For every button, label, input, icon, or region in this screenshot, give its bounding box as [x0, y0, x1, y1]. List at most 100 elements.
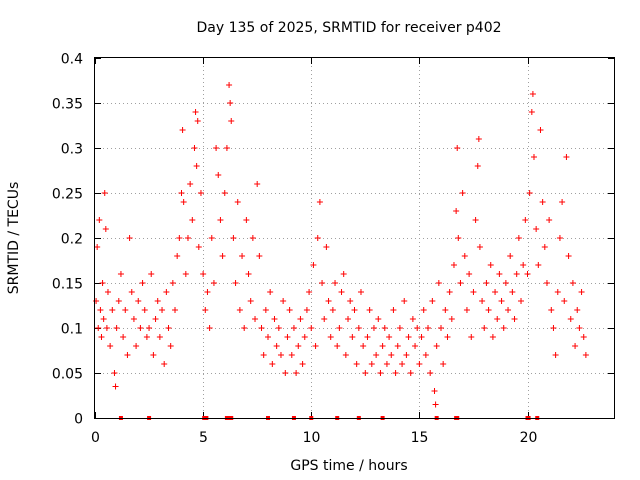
data-point: [124, 352, 131, 358]
data-point: [459, 190, 466, 196]
data-point: [472, 217, 479, 223]
data-point: [565, 253, 572, 259]
data-point: [431, 388, 438, 394]
data-point: [450, 262, 457, 268]
data-point: [574, 307, 581, 313]
data-point: [580, 334, 587, 340]
data-point: [470, 289, 477, 295]
data-point: [487, 262, 494, 268]
data-point: [446, 289, 453, 295]
data-point: [524, 271, 531, 277]
data-point: [336, 325, 343, 331]
data-point: [258, 325, 265, 331]
data-point: [347, 298, 354, 304]
data-point: [180, 199, 187, 205]
data-point: [262, 307, 269, 313]
data-point: [172, 307, 179, 313]
data-point: [314, 235, 321, 241]
data-point: [254, 181, 261, 187]
data-point: [310, 262, 317, 268]
data-point: [192, 109, 199, 115]
data-point: [191, 145, 198, 151]
data-point: [567, 316, 574, 322]
data-point: [226, 82, 233, 88]
data-point: [221, 190, 228, 196]
data-point: [204, 289, 211, 295]
data-point: [176, 235, 183, 241]
data-point: [236, 307, 243, 313]
data-point: [174, 253, 181, 259]
data-point: [104, 289, 111, 295]
data-point: [329, 307, 336, 313]
data-point: [479, 298, 486, 304]
data-point: [187, 181, 194, 187]
data-point: [420, 307, 427, 313]
data-point: [286, 307, 293, 313]
data-point: [227, 100, 234, 106]
data-point: [135, 298, 142, 304]
data-point: [474, 163, 481, 169]
data-point: [130, 316, 137, 322]
data-point: [101, 190, 108, 196]
data-point: [115, 298, 122, 304]
data-point: [561, 298, 568, 304]
data-point: [548, 307, 555, 313]
data-point: [234, 199, 241, 205]
x-tick-label: 20: [520, 430, 538, 446]
data-point: [126, 235, 133, 241]
data-point: [409, 316, 416, 322]
data-point: [165, 325, 172, 331]
data-point: [184, 235, 191, 241]
data-point: [526, 190, 533, 196]
data-point: [146, 325, 153, 331]
data-point: [290, 325, 297, 331]
data-point: [528, 109, 535, 115]
data-point: [403, 352, 410, 358]
data-point: [455, 235, 462, 241]
data-point: [148, 271, 155, 277]
data-point: [582, 352, 589, 358]
data-point: [362, 370, 369, 376]
data-point: [457, 280, 464, 286]
data-point: [461, 253, 468, 259]
data-point: [94, 244, 101, 250]
data-point: [520, 262, 527, 268]
data-point: [195, 244, 202, 250]
data-point: [282, 370, 289, 376]
grid-layer: [95, 58, 614, 418]
data-point: [433, 343, 440, 349]
data-point: [440, 361, 447, 367]
data-point: [243, 217, 250, 223]
tick-layer: 0 0.05 0.1 0.15 0.2 0.25 0.3 0.35 0.4 0 5 10 15 20: [52, 52, 614, 446]
data-point: [515, 235, 522, 241]
data-point: [232, 280, 239, 286]
data-point: [500, 325, 507, 331]
data-point: [111, 370, 118, 376]
data-point: [208, 235, 215, 241]
data-point: [239, 253, 246, 259]
data-point: [96, 217, 103, 223]
data-point: [537, 127, 544, 133]
data-point: [260, 352, 267, 358]
data-point: [141, 307, 148, 313]
data-point: [338, 289, 345, 295]
data-point: [275, 325, 282, 331]
data-point: [267, 289, 274, 295]
data-point: [349, 334, 356, 340]
data-point: [93, 298, 100, 304]
data-point: [273, 343, 280, 349]
data-point: [137, 325, 144, 331]
y-tick-label: 0: [74, 412, 83, 428]
x-tick-label: 5: [199, 430, 208, 446]
data-point: [179, 127, 186, 133]
data-point: [368, 361, 375, 367]
data-point: [357, 289, 364, 295]
data-point: [100, 316, 107, 322]
data-point: [569, 280, 576, 286]
data-point: [228, 118, 235, 124]
data-point: [507, 253, 514, 259]
data-point: [345, 316, 352, 322]
data-point: [496, 271, 503, 277]
data-point: [113, 325, 120, 331]
